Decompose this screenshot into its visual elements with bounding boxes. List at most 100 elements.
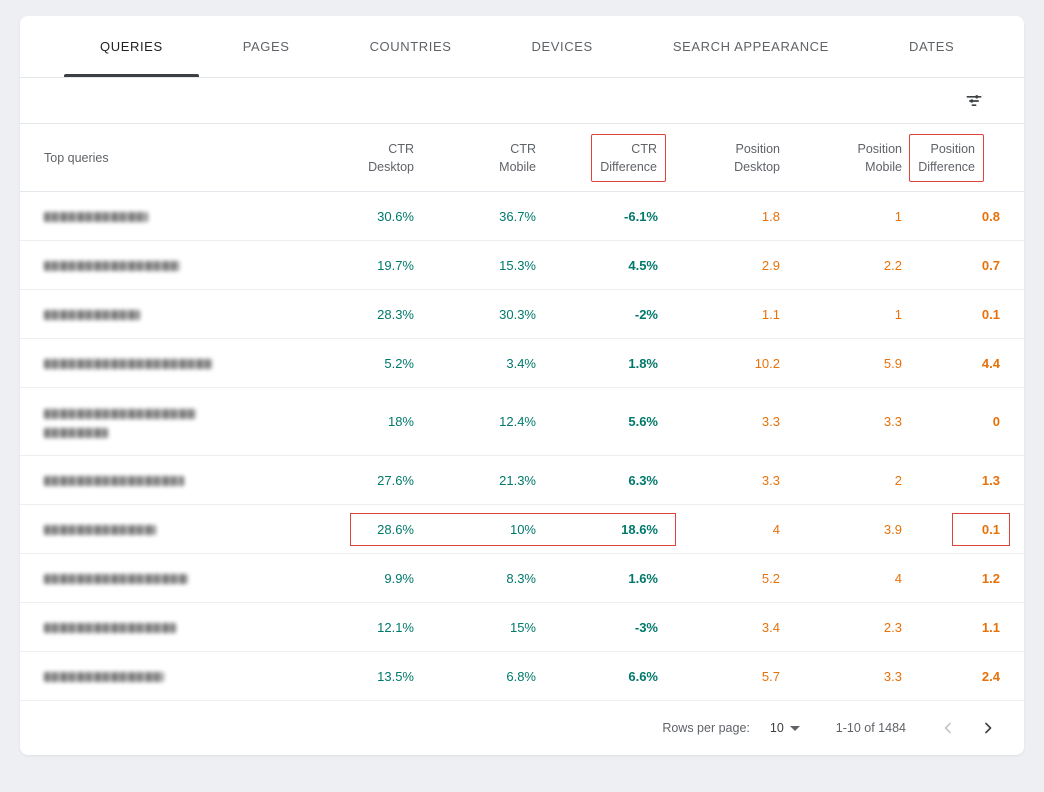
ctr-difference-cell: -6.1%	[624, 208, 658, 224]
query-cell	[20, 620, 292, 635]
hdr-line2: Difference	[918, 159, 975, 174]
tab-search-appearance[interactable]: SEARCH APPEARANCE	[637, 16, 865, 77]
ctr-difference-cell: 6.6%	[628, 668, 658, 684]
position-mobile-cell: 2.3	[883, 619, 902, 635]
table-row[interactable]: 9.9% 8.3% 1.6% 5.2 4 1.2	[20, 554, 1024, 603]
rows-per-page-select[interactable]: 10	[770, 721, 800, 735]
ctr-difference-cell: 4.5%	[628, 257, 658, 273]
position-desktop-cell: 4	[772, 521, 780, 537]
ctr-difference-cell: 6.3%	[628, 472, 658, 488]
table-row[interactable]: 27.6% 21.3% 6.3% 3.3 2 1.3	[20, 456, 1024, 505]
table-row[interactable]: 28.3% 30.3% -2% 1.1 1 0.1	[20, 290, 1024, 339]
tab-countries[interactable]: COUNTRIES	[334, 16, 488, 77]
ctr-mobile-cell: 15.3%	[499, 257, 536, 273]
position-mobile-cell: 1	[894, 306, 902, 322]
tab-devices[interactable]: DEVICES	[496, 16, 629, 77]
pagination-bar: Rows per page: 10 1-10 of 1484	[20, 701, 1024, 755]
position-difference-cell: 1.2	[981, 570, 1000, 586]
dropdown-caret-icon	[789, 725, 800, 731]
redacted-query-text	[44, 261, 180, 272]
hdr-line2: Mobile	[865, 159, 902, 174]
position-desktop-cell: 3.3	[761, 472, 780, 488]
column-header-top-queries[interactable]: Top queries	[20, 151, 292, 165]
column-header-ctr-difference[interactable]: CTR Difference	[536, 133, 666, 182]
pagination-range: 1-10 of 1484	[835, 721, 906, 735]
table-row[interactable]: 30.6% 36.7% -6.1% 1.8 1 0.8	[20, 192, 1024, 241]
position-difference-cell: 0.1	[981, 306, 1000, 322]
ctr-desktop-cell-highlighted: 28.6%	[292, 512, 414, 546]
previous-page-button[interactable]	[928, 708, 968, 748]
table-row[interactable]: 19.7% 15.3% 4.5% 2.9 2.2 0.7	[20, 241, 1024, 290]
redacted-query-text	[44, 409, 196, 420]
page: QUERIES PAGES COUNTRIES DEVICES SEARCH A…	[20, 16, 1024, 755]
table-row[interactable]: 5.2% 3.4% 1.8% 10.2 5.9 4.4	[20, 339, 1024, 388]
ctr-difference-cell: -3%	[634, 619, 658, 635]
query-cell	[20, 356, 292, 371]
hdr-line1: CTR	[510, 141, 536, 156]
chevron-left-icon	[944, 722, 951, 734]
position-desktop-cell: 1.1	[761, 306, 780, 322]
position-difference-highlight-box: Position Difference	[909, 133, 984, 182]
query-cell	[20, 209, 292, 224]
position-difference-cell-highlighted: 0.1	[902, 512, 1024, 546]
tab-pages[interactable]: PAGES	[207, 16, 326, 77]
top-queries-label: Top queries	[44, 150, 109, 165]
column-header-ctr-mobile[interactable]: CTR Mobile	[414, 135, 536, 181]
rows-per-page-label: Rows per page:	[662, 721, 750, 735]
hdr-line1: CTR	[631, 141, 657, 156]
position-desktop-cell: 3.4	[761, 619, 780, 635]
column-header-ctr-desktop[interactable]: CTR Desktop	[292, 135, 414, 181]
redacted-query-text	[44, 574, 188, 585]
redacted-query-text	[44, 212, 148, 223]
query-cell	[20, 669, 292, 684]
filter-icon[interactable]	[964, 91, 984, 111]
column-header-position-mobile[interactable]: Position Mobile	[780, 135, 902, 181]
query-cell	[20, 307, 292, 322]
position-mobile-cell: 3.3	[883, 414, 902, 429]
position-mobile-cell: 2.2	[883, 257, 902, 273]
hdr-line1: CTR	[388, 141, 414, 156]
ctr-difference-highlight-box: CTR Difference	[591, 133, 666, 182]
redacted-query-text	[44, 359, 212, 370]
tab-search-appearance-label: SEARCH APPEARANCE	[672, 39, 829, 54]
column-header-position-difference[interactable]: Position Difference	[902, 133, 1024, 182]
tab-countries-label: COUNTRIES	[369, 39, 452, 54]
position-desktop-cell: 2.9	[761, 257, 780, 273]
table-row[interactable]: 28.6% 10% 18.6% 4 3.9 0.1	[20, 505, 1024, 554]
position-mobile-cell: 3.3	[883, 668, 902, 684]
table-row[interactable]: 13.5% 6.8% 6.6% 5.7 3.3 2.4	[20, 652, 1024, 701]
hdr-line2: Mobile	[499, 159, 536, 174]
tab-devices-label: DEVICES	[531, 39, 593, 54]
position-mobile-cell: 2	[894, 472, 902, 488]
filter-row	[20, 78, 1024, 124]
position-mobile-cell: 1	[894, 208, 902, 224]
position-difference-cell: 0.8	[981, 208, 1000, 224]
hdr-line2: Desktop	[368, 159, 414, 174]
hdr-line1: Position	[735, 141, 780, 156]
ctr-difference-cell: 1.8%	[628, 355, 658, 371]
ctr-mobile-cell: 36.7%	[499, 208, 536, 224]
hdr-line1: Position	[930, 141, 975, 156]
ctr-desktop-cell: 18%	[387, 414, 414, 429]
query-cell	[20, 258, 292, 273]
ctr-difference-cell: -2%	[634, 306, 658, 322]
tab-dates[interactable]: DATES	[873, 16, 990, 77]
column-header-position-desktop[interactable]: Position Desktop	[658, 135, 780, 181]
tab-bar: QUERIES PAGES COUNTRIES DEVICES SEARCH A…	[20, 16, 1024, 78]
tab-queries[interactable]: QUERIES	[64, 16, 199, 77]
position-desktop-cell: 1.8	[761, 208, 780, 224]
table-row[interactable]: 12.1% 15% -3% 3.4 2.3 1.1	[20, 603, 1024, 652]
tab-dates-label: DATES	[908, 39, 955, 54]
ctr-mobile-cell-highlighted: 10%	[414, 512, 536, 546]
ctr-difference-cell-highlighted: 18.6%	[536, 512, 676, 546]
redacted-query-text	[44, 525, 156, 536]
position-desktop-cell: 3.3	[761, 414, 780, 429]
ctr-desktop-cell: 30.6%	[377, 208, 414, 224]
rows-per-page-value: 10	[769, 721, 784, 735]
next-page-button[interactable]	[968, 708, 1008, 748]
ctr-mobile-cell: 8.3%	[506, 570, 536, 586]
position-desktop-cell: 5.2	[761, 570, 780, 586]
tab-pages-label: PAGES	[242, 39, 290, 54]
table-row[interactable]: 18% 12.4% 5.6% 3.3 3.3 0	[20, 388, 1024, 456]
position-mobile-cell: 5.9	[883, 355, 902, 371]
